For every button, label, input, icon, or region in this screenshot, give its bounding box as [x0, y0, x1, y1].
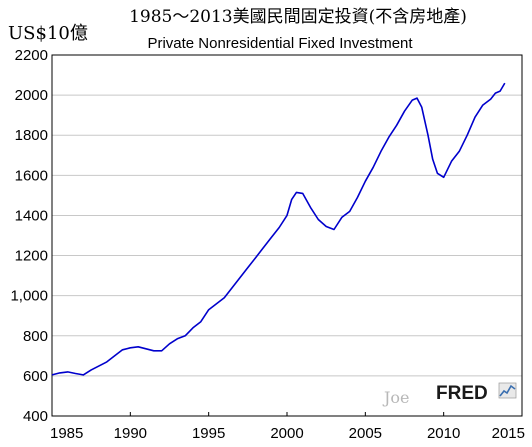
fred-logo-chart-icon: [498, 382, 517, 399]
y-tick-label: 1600: [15, 167, 48, 184]
x-tick-label: 2015: [492, 425, 525, 442]
x-tick-label: 1985: [50, 425, 83, 442]
y-tick-label: 1800: [15, 127, 48, 144]
plot-frame: [51, 54, 523, 417]
x-axis-ticks: 1985 1990 1995 2000 2005 2010 2015: [50, 412, 525, 442]
x-tick-label: 2000: [270, 425, 303, 442]
watermark-joe: Joe: [382, 388, 410, 407]
chart-subtitle: Private Nonresidential Fixed Investment: [147, 35, 413, 52]
fred-logo: FRED: [436, 382, 517, 404]
y-tick-label: 400: [23, 408, 48, 425]
y-tick-label: 600: [23, 368, 48, 385]
y-tick-label: 1400: [15, 207, 48, 224]
gridlines: [52, 94, 522, 377]
y-axis-ticks: 400 600 800 1,000 1200 1400 1600 1800 2000 2200: [10, 47, 48, 425]
y-tick-label: 2200: [15, 47, 48, 64]
x-tick-label: 2010: [427, 425, 460, 442]
y-tick-label: 1,000: [10, 288, 48, 305]
x-tick-label: 1990: [114, 425, 147, 442]
fred-logo-text: FRED: [436, 383, 488, 404]
y-tick-label: 2000: [15, 87, 48, 104]
x-tick-label: 2005: [349, 425, 382, 442]
series-line-investment: [51, 82, 506, 376]
y-tick-label: 1200: [15, 248, 48, 265]
y-tick-label: 800: [23, 328, 48, 345]
chart-title: 1985～2013美國民間固定投資(不含房地產): [129, 7, 467, 27]
x-tick-label: 1995: [192, 425, 225, 442]
y-axis-unit-label: US$10億: [8, 23, 88, 44]
